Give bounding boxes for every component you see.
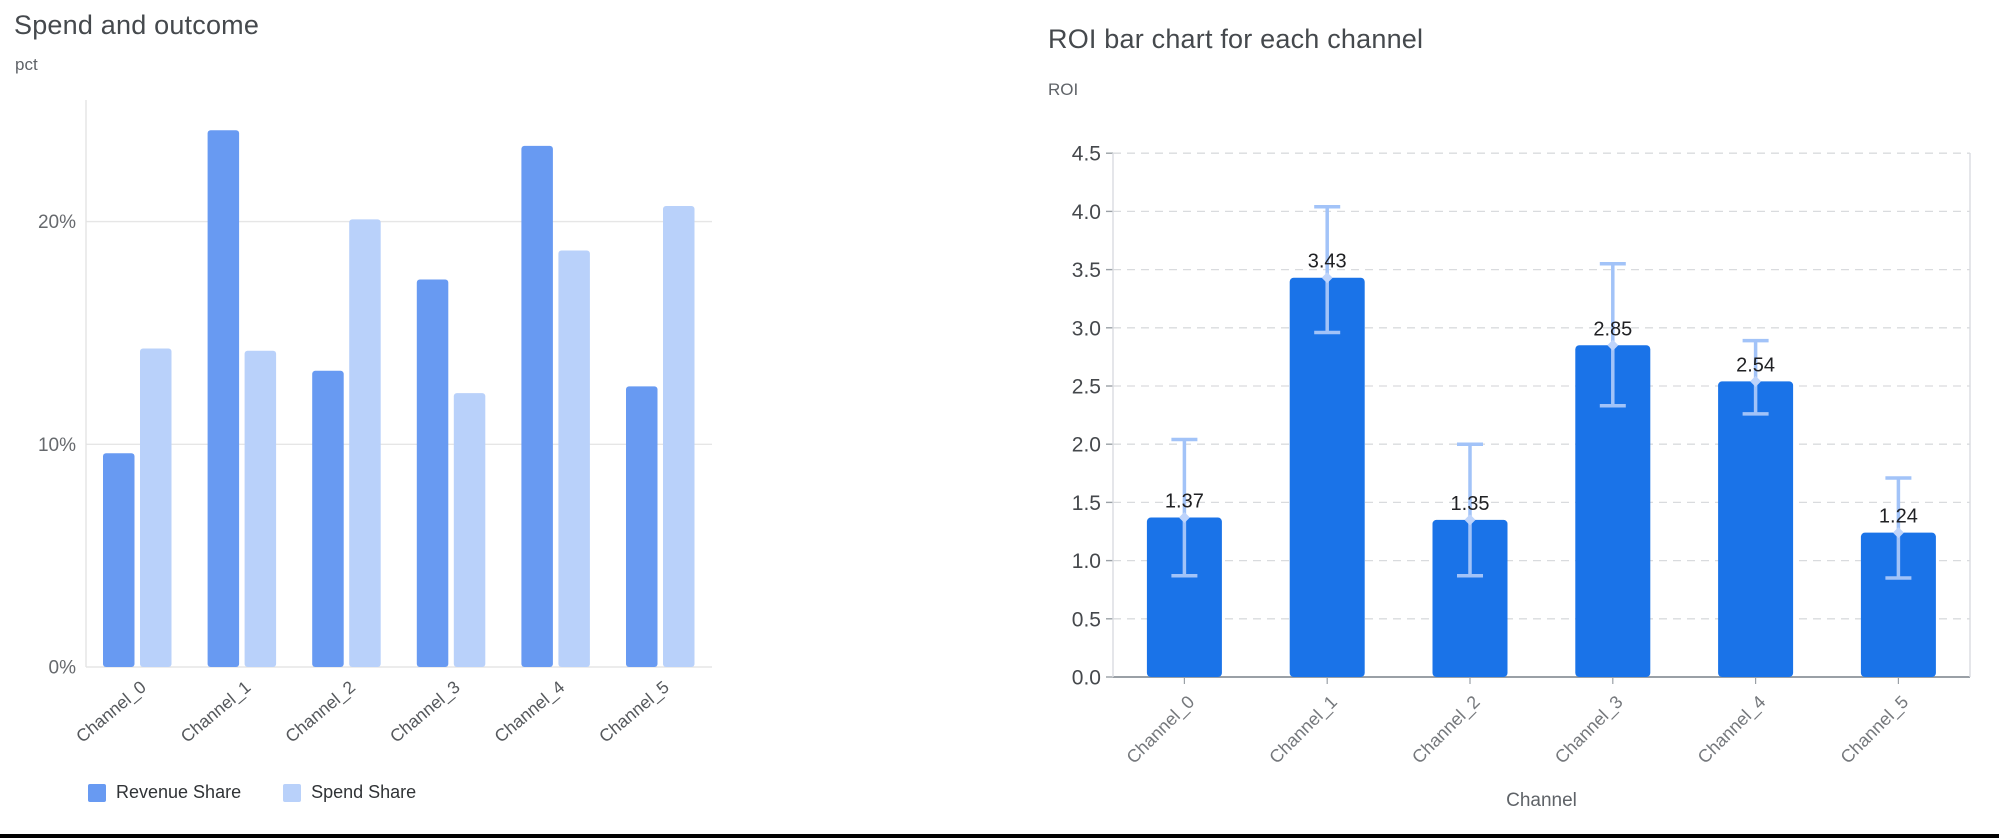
y-tick-label: 0% bbox=[49, 658, 77, 679]
legend-item-revenue-share[interactable]: Revenue Share bbox=[88, 782, 241, 803]
bar-value-label: 2.54 bbox=[1736, 354, 1775, 376]
y-tick-label: 0.5 bbox=[1072, 608, 1101, 631]
y-tick-label: 3.5 bbox=[1072, 259, 1101, 282]
bar-spend-share-Channel_1[interactable] bbox=[244, 350, 277, 667]
legend-item-spend-share[interactable]: Spend Share bbox=[283, 782, 416, 803]
x-tick-label: Channel_4 bbox=[1694, 692, 1770, 768]
y-tick-label: 4.5 bbox=[1072, 143, 1101, 166]
y-tick-label: 20% bbox=[38, 212, 76, 233]
right-chart-unit-label: ROI bbox=[1048, 80, 1079, 99]
roi-bar-Channel_1[interactable] bbox=[1289, 277, 1365, 677]
bar-revenue-share-Channel_3[interactable] bbox=[416, 279, 449, 667]
legend-label-revenue-share: Revenue Share bbox=[116, 782, 242, 802]
x-tick-label: Channel_5 bbox=[1837, 692, 1913, 768]
x-tick-label: Channel_3 bbox=[386, 677, 464, 748]
bar-spend-share-Channel_2[interactable] bbox=[349, 219, 381, 668]
bottom-border-bar bbox=[0, 834, 1999, 838]
bar-revenue-share-Channel_5[interactable] bbox=[626, 386, 658, 667]
x-tick-label: Channel_1 bbox=[177, 677, 255, 748]
error-mean-marker bbox=[1464, 514, 1476, 526]
error-mean-marker bbox=[1178, 512, 1190, 524]
bar-spend-share-Channel_3[interactable] bbox=[453, 393, 486, 667]
roi-bar-Channel_4[interactable] bbox=[1718, 381, 1794, 677]
bar-revenue-share-Channel_1[interactable] bbox=[207, 130, 240, 668]
error-mean-marker bbox=[1750, 375, 1762, 387]
x-tick-label: Channel_0 bbox=[72, 677, 151, 748]
y-tick-label: 0.0 bbox=[1072, 667, 1101, 690]
spend-share-swatch bbox=[283, 783, 302, 802]
bar-value-label: 2.85 bbox=[1593, 318, 1632, 340]
error-mean-marker bbox=[1892, 527, 1904, 539]
y-tick-label: 3.0 bbox=[1072, 317, 1101, 340]
y-tick-label: 10% bbox=[38, 435, 76, 456]
bar-spend-share-Channel_0[interactable] bbox=[140, 348, 172, 667]
left-chart-unit-label: pct bbox=[15, 55, 38, 74]
bar-value-label: 1.24 bbox=[1879, 506, 1918, 528]
left-chart-title: Spend and outcome bbox=[14, 10, 260, 40]
bar-value-label: 1.35 bbox=[1451, 493, 1490, 515]
revenue-share-swatch bbox=[88, 783, 106, 802]
y-tick-label: 1.0 bbox=[1072, 550, 1101, 573]
bar-revenue-share-Channel_2[interactable] bbox=[312, 370, 344, 667]
roi-bar-Channel_3[interactable] bbox=[1575, 345, 1651, 677]
bar-spend-share-Channel_5[interactable] bbox=[663, 206, 695, 668]
roi-bar-Channel_0[interactable] bbox=[1146, 517, 1222, 677]
error-mean-marker bbox=[1321, 272, 1333, 284]
error-mean-marker bbox=[1607, 339, 1619, 351]
bar-value-label: 1.37 bbox=[1165, 491, 1204, 513]
y-tick-label: 2.0 bbox=[1072, 434, 1101, 457]
bar-spend-share-Channel_4[interactable] bbox=[558, 250, 590, 667]
spend-outcome-chart: 0% 10% 20% Channel_0 Channel_1 Channel_2 Chann… bbox=[38, 100, 712, 748]
legend-label-spend-share: Spend Share bbox=[311, 782, 417, 802]
x-tick-label: Channel_2 bbox=[281, 677, 359, 748]
left-chart-legend: Revenue Share Spend Share bbox=[88, 782, 416, 803]
x-tick-label: Channel_2 bbox=[1408, 692, 1484, 768]
right-chart-x-axis-title: Channel bbox=[1506, 790, 1577, 811]
bar-revenue-share-Channel_4[interactable] bbox=[521, 145, 553, 667]
x-tick-label: Channel_1 bbox=[1265, 692, 1341, 768]
y-tick-label: 1.5 bbox=[1072, 492, 1101, 515]
x-tick-label: Channel_4 bbox=[491, 677, 570, 748]
bar-revenue-share-Channel_0[interactable] bbox=[103, 453, 135, 667]
roi-bar-Channel_2[interactable] bbox=[1432, 519, 1508, 677]
y-tick-label: 4.0 bbox=[1072, 201, 1101, 224]
x-tick-label: Channel_0 bbox=[1123, 692, 1199, 768]
x-tick-label: Channel_3 bbox=[1551, 692, 1627, 768]
y-tick-label: 2.5 bbox=[1072, 376, 1101, 399]
x-tick-label: Channel_5 bbox=[595, 677, 673, 748]
roi-bar-Channel_5[interactable] bbox=[1860, 532, 1936, 677]
bar-value-label: 3.43 bbox=[1308, 251, 1347, 273]
roi-chart: 0.0 0.5 1.0 1.5 2.0 2.5 3.0 3.5 4.0 4.5 1.37 Channe… bbox=[1072, 143, 1971, 768]
right-chart-title: ROI bar chart for each channel bbox=[1048, 24, 1424, 54]
